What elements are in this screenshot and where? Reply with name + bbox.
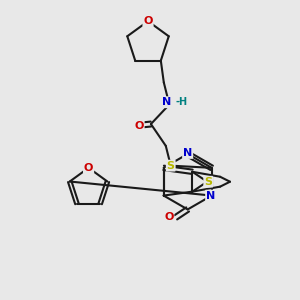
Text: O: O — [143, 16, 153, 26]
Text: O: O — [84, 163, 93, 173]
Text: S: S — [167, 161, 175, 171]
Text: N: N — [206, 190, 215, 201]
Text: -H: -H — [176, 97, 188, 107]
Text: O: O — [164, 212, 173, 222]
Text: S: S — [204, 177, 212, 187]
Text: N: N — [183, 148, 192, 158]
Text: N: N — [162, 97, 171, 107]
Text: O: O — [134, 121, 144, 131]
